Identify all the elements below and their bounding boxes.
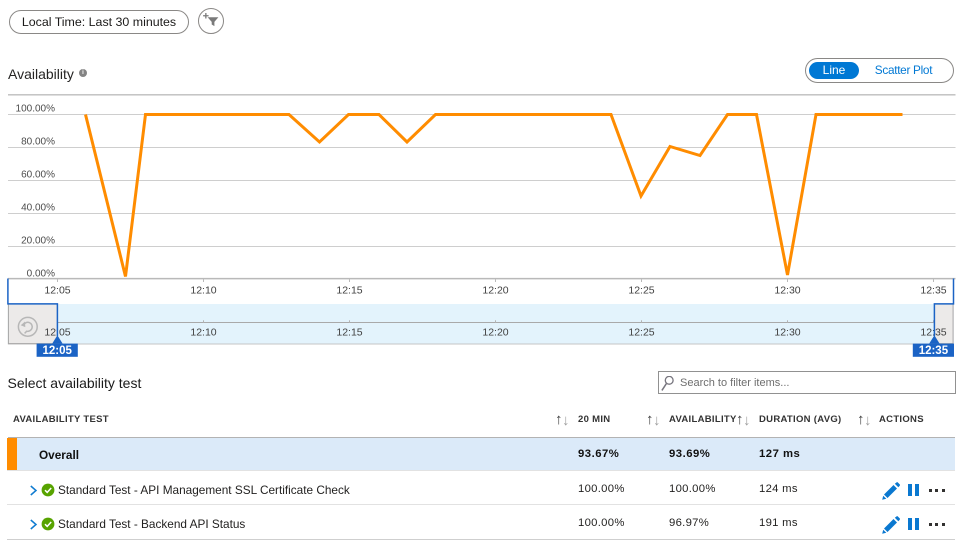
- svg-text:12:25: 12:25: [628, 327, 654, 339]
- svg-text:12:10: 12:10: [190, 327, 216, 339]
- svg-text:12:15: 12:15: [336, 327, 362, 339]
- svg-text:12:05: 12:05: [44, 285, 70, 297]
- svg-text:100.00%: 100.00%: [16, 104, 56, 115]
- svg-text:0.00%: 0.00%: [27, 269, 55, 280]
- svg-text:12:35: 12:35: [920, 285, 946, 297]
- svg-text:12:15: 12:15: [336, 285, 362, 297]
- svg-text:12:30: 12:30: [774, 285, 800, 297]
- svg-text:12:10: 12:10: [190, 285, 216, 297]
- svg-text:60.00%: 60.00%: [21, 170, 55, 181]
- svg-text:12:25: 12:25: [628, 285, 654, 297]
- svg-text:40.00%: 40.00%: [21, 203, 55, 214]
- svg-text:12:35: 12:35: [920, 327, 946, 339]
- svg-text:12:30: 12:30: [774, 327, 800, 339]
- svg-text:20.00%: 20.00%: [21, 236, 55, 247]
- svg-text:12:35: 12:35: [919, 345, 949, 357]
- svg-text:12:20: 12:20: [482, 285, 508, 297]
- svg-text:12:20: 12:20: [482, 327, 508, 339]
- svg-text:80.00%: 80.00%: [21, 137, 55, 148]
- svg-text:12:05: 12:05: [42, 345, 72, 357]
